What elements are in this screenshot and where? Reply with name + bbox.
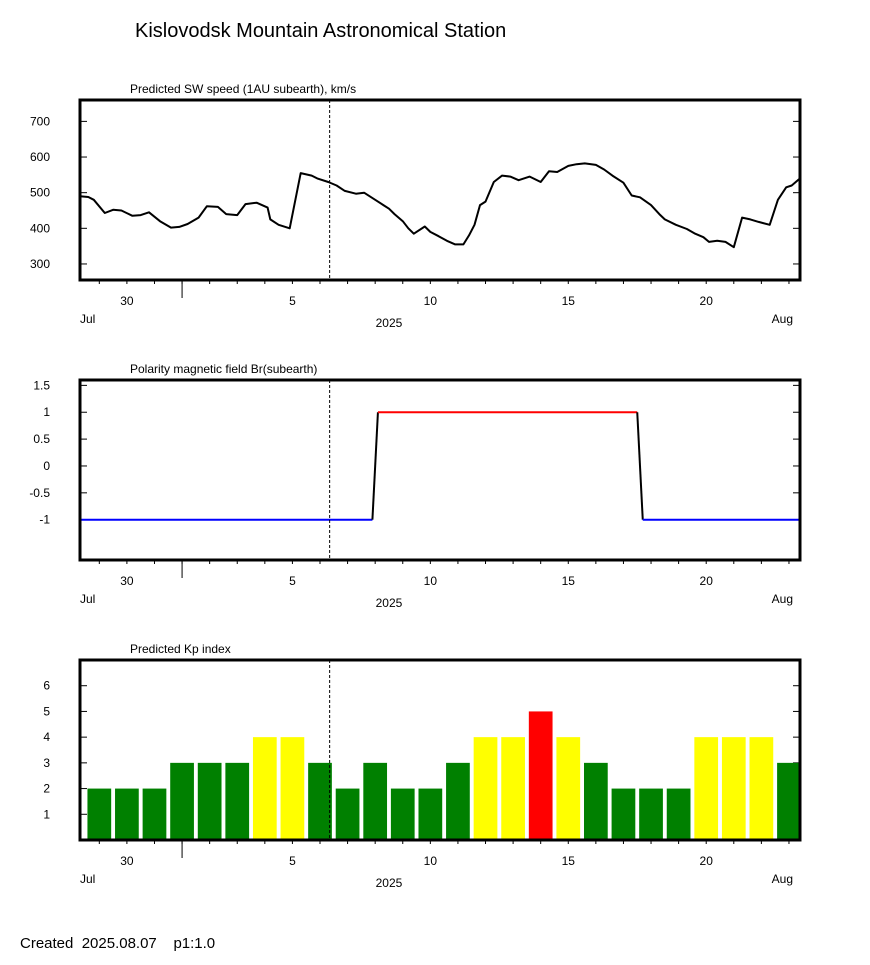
kp-bar	[142, 788, 167, 840]
x-tick-label: 20	[700, 574, 714, 588]
kp-bar	[666, 788, 691, 840]
kp-bar	[335, 788, 360, 840]
x-tick-label: 5	[289, 854, 296, 868]
kp-bar	[694, 737, 719, 840]
kp-bar	[473, 737, 498, 840]
y-tick-label: 300	[30, 257, 50, 271]
kp-bar	[252, 737, 277, 840]
kp-bar	[528, 711, 553, 840]
panel-title: Predicted SW speed (1AU subearth), km/s	[130, 82, 356, 96]
x-tick-label: 5	[289, 294, 296, 308]
x-tick-label: 30	[120, 294, 134, 308]
month-label-right: Aug	[772, 872, 793, 886]
x-tick-label: 30	[120, 574, 134, 588]
y-tick-label: 600	[30, 150, 50, 164]
x-tick-label: 30	[120, 854, 134, 868]
plot-frame	[78, 658, 802, 842]
plot-frame	[78, 378, 802, 562]
kp-bar	[197, 762, 222, 840]
month-label-right: Aug	[772, 312, 793, 326]
x-tick-label: 15	[562, 294, 576, 308]
kp-bar	[721, 737, 746, 840]
kp-bar	[115, 788, 139, 840]
year-label: 2025	[376, 876, 403, 890]
y-tick-label: 1.5	[33, 378, 50, 392]
y-tick-label: 1	[43, 807, 50, 821]
year-label: 2025	[376, 316, 403, 330]
kp-bar	[363, 762, 388, 840]
x-tick-label: 15	[562, 854, 576, 868]
y-tick-label: -1	[39, 513, 50, 527]
kp-bar	[639, 788, 663, 840]
x-tick-label: 10	[424, 854, 438, 868]
x-tick-label: 20	[700, 294, 714, 308]
x-tick-label: 10	[424, 294, 438, 308]
panel-title: Predicted Kp index	[130, 642, 231, 656]
kp-bar	[308, 762, 332, 840]
page-title: Kislovodsk Mountain Astronomical Station	[135, 20, 507, 42]
month-label-left: Jul	[80, 592, 95, 606]
kp-bar	[225, 762, 250, 840]
y-tick-label: 1	[43, 405, 50, 419]
kp-bar	[446, 762, 470, 840]
year-label: 2025	[376, 596, 403, 610]
kp-bar	[611, 788, 636, 840]
x-tick-label: 20	[700, 854, 714, 868]
y-tick-label: 2	[43, 782, 50, 796]
polarity-segment	[371, 412, 379, 520]
y-tick-label: 0.5	[33, 432, 50, 446]
kp-bar	[390, 788, 415, 840]
kp-bar	[170, 762, 194, 840]
polarity-segment	[636, 412, 644, 520]
sw-speed-line	[79, 162, 801, 249]
panel-title: Polarity magnetic field Br(subearth)	[130, 362, 317, 376]
y-tick-label: 5	[43, 704, 50, 718]
y-tick-label: 500	[30, 186, 50, 200]
kp-bar	[280, 737, 305, 840]
panel-polarity: Polarity magnetic field Br(subearth) -1 -0…	[29, 362, 802, 610]
month-label-left: Jul	[80, 872, 95, 886]
kp-bar	[749, 737, 774, 840]
x-tick-label: 15	[562, 574, 576, 588]
y-tick-label: 4	[43, 730, 50, 744]
plot-frame	[78, 98, 802, 282]
kp-bar	[777, 762, 801, 840]
month-label-right: Aug	[772, 592, 793, 606]
kp-bar	[584, 762, 608, 840]
kp-bar	[87, 788, 112, 840]
y-tick-label: 3	[43, 756, 50, 770]
kp-bar	[418, 788, 443, 840]
y-tick-label: 0	[43, 459, 50, 473]
kp-bar	[556, 737, 581, 840]
panel-kp-index: Predicted Kp index 1 2 3 4 5 6 30 5 10 15 20 Jul Aug 2…	[43, 642, 802, 890]
y-tick-label: 700	[30, 114, 50, 128]
kp-bar	[501, 737, 525, 840]
x-tick-label: 10	[424, 574, 438, 588]
x-tick-label: 5	[289, 574, 296, 588]
y-tick-label: 6	[43, 679, 50, 693]
created-footer: Created 2025.08.07 p1:1.0	[20, 935, 216, 952]
y-tick-label: -0.5	[29, 486, 50, 500]
y-tick-label: 400	[30, 221, 50, 235]
month-label-left: Jul	[80, 312, 95, 326]
panel-sw-speed: Predicted SW speed (1AU subearth), km/s 3…	[30, 82, 802, 330]
